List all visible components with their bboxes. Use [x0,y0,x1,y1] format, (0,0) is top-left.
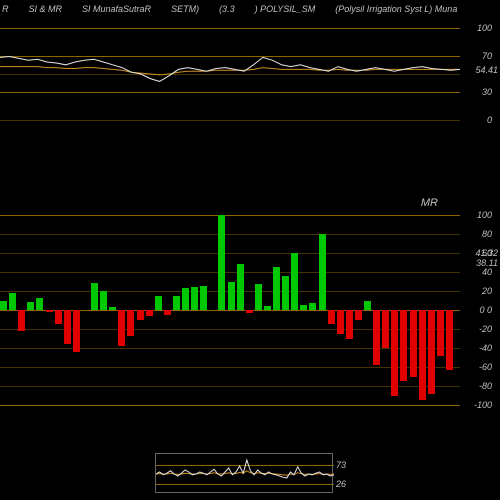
mr-bar [446,310,453,370]
mr-bar [328,310,335,324]
header-item: SI MunafaSutraR [82,4,151,14]
mr-bar [255,284,262,310]
mr-bar [337,310,344,334]
mini-panel: 7326 [155,453,333,493]
mr-bar [155,296,162,310]
header-bar: R SI & MR SI MunafaSutraR SETM) (3.3 ) P… [0,0,500,18]
mr-bar [9,293,16,310]
mr-bar [264,306,271,310]
mr-bar [364,301,371,311]
header-item: SI & MR [29,4,63,14]
header-item: ) POLYSIL_SM [255,4,316,14]
mr-bar [309,303,316,310]
value-label: 41.32 [475,248,498,258]
mr-label: MR [421,197,438,209]
mr-bar [273,267,280,310]
y-axis-label: 0 0 [479,305,492,315]
y-axis-label: 30 [482,87,492,97]
mr-bar [428,310,435,394]
y-axis-label: -100 [474,400,492,410]
mr-bar [346,310,353,339]
mr-bar [191,287,198,310]
mr-bar [36,298,43,310]
mr-bar [46,310,53,312]
mr-bar [319,234,326,310]
mr-bar [355,310,362,320]
header-item: (Polysil Irrigation Syst L) Muna [335,4,457,14]
mr-bar [164,310,171,315]
y-axis-label: 80 [482,229,492,239]
mr-bar [419,310,426,400]
mr-bar [282,276,289,310]
mini-label: 26 [336,479,346,489]
mr-bar [382,310,389,348]
rsi-panel: 0307010054.41 [0,28,460,120]
mini-label: 73 [336,460,346,470]
y-axis-label: 70 [482,51,492,61]
mr-bar [291,253,298,310]
y-axis-label: -80 [479,381,492,391]
mr-bar [91,283,98,310]
mr-bar [109,307,116,310]
header-item: R [2,4,9,14]
mr-bar [300,305,307,310]
value-label: 38.11 [476,258,498,268]
header-item: SETM) [171,4,199,14]
mr-panel: 0 020406080100-100-80-60-40-20MR41.3238.… [0,215,460,405]
mr-bar [410,310,417,377]
y-axis-label: 100 [477,23,492,33]
mr-bar [218,215,225,310]
y-axis-label: 20 [482,286,492,296]
mr-bar [18,310,25,331]
mr-bar [237,264,244,310]
mr-bar [127,310,134,336]
mr-bar [200,286,207,310]
mr-bar [137,310,144,320]
y-axis-label: -20 [479,324,492,334]
mr-bar [400,310,407,381]
mr-bar [146,310,153,316]
mr-bar [27,302,34,310]
y-axis-label: -60 [479,362,492,372]
mr-bar [228,282,235,311]
mr-bar [55,310,62,324]
y-axis-label: 40 [482,267,492,277]
mr-bar [0,301,7,311]
y-axis-label: -40 [479,343,492,353]
mr-bar [182,288,189,310]
mr-bar [73,310,80,352]
mr-bar [64,310,71,344]
mr-bar [118,310,125,346]
current-value: 54.41 [475,65,498,75]
mr-bar [437,310,444,356]
y-axis-label: 100 [477,210,492,220]
mr-bar [373,310,380,365]
mr-bar [100,291,107,310]
y-axis-label: 0 [487,115,492,125]
mr-bar [391,310,398,396]
mr-bar [173,296,180,310]
header-item: (3.3 [219,4,235,14]
mr-bar [246,310,253,313]
